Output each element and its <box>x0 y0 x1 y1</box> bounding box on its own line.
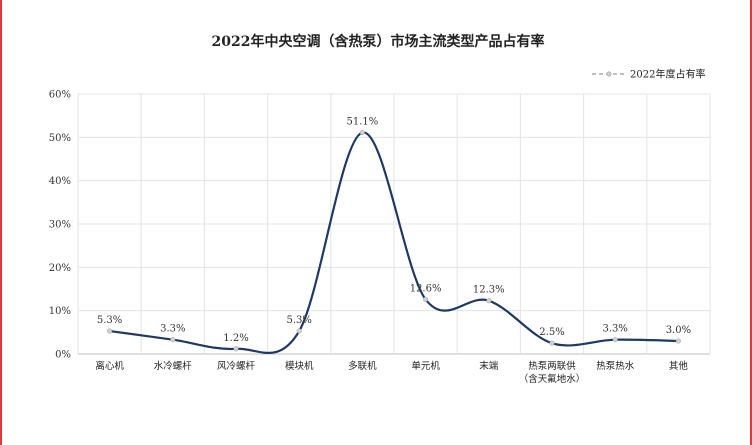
x-tick-label: 水冷螺杆 <box>154 360 193 372</box>
x-axis: 离心机 水冷螺杆 风冷螺杆 模块机 多联机 单元机 末端 热泵两联供（含天氟地水） 热泵热水 其他 <box>95 360 688 385</box>
data-label: 3.0% <box>666 325 691 336</box>
series-2022 <box>107 130 681 354</box>
x-tick-label: 其他 <box>669 360 689 372</box>
data-label: 12.6% <box>410 283 442 294</box>
data-point <box>170 337 176 343</box>
legend-marker-swatch <box>606 71 612 77</box>
y-tick-label: 20% <box>49 263 71 274</box>
legend-label: 2022年度占有率 <box>630 68 705 81</box>
x-tick-label: 多联机 <box>348 360 377 372</box>
y-tick-label: 0% <box>55 350 71 361</box>
data-label: 1.2% <box>223 333 248 344</box>
x-tick-label: 热泵两联供 <box>528 360 576 372</box>
x-tick-label: 模块机 <box>285 360 314 372</box>
x-tick-label: 风冷螺杆 <box>217 360 256 372</box>
y-tick-label: 30% <box>49 220 71 231</box>
data-point <box>612 337 618 343</box>
data-point <box>423 296 429 302</box>
series-line <box>109 131 679 354</box>
data-point <box>359 130 365 136</box>
data-label: 5.3% <box>286 315 311 326</box>
x-tick-label: （含天氟地水） <box>519 373 586 385</box>
y-tick-label: 40% <box>49 176 71 187</box>
y-axis-ticks: 0% 10% 20% 30% 40% 50% 60% <box>49 90 71 361</box>
data-label: 12.3% <box>473 285 505 296</box>
data-label: 2.5% <box>539 327 564 338</box>
gridlines <box>77 93 711 355</box>
data-label: 3.3% <box>602 324 627 335</box>
data-label: 3.3% <box>160 324 185 335</box>
data-point <box>549 340 555 346</box>
x-tick-label: 单元机 <box>411 360 440 372</box>
data-point <box>107 328 113 334</box>
x-tick-label: 末端 <box>479 360 499 372</box>
data-point <box>233 346 239 352</box>
x-tick-label: 热泵热水 <box>596 360 635 372</box>
data-labels: 5.3% 3.3% 1.2% 5.3% 51.1% 12.6% 12.3% 2.5% 3.3% 3… <box>97 117 691 344</box>
chart-title: 2022年中央空调（含热泵）市场主流类型产品占有率 <box>212 33 545 50</box>
data-point <box>486 298 492 304</box>
data-label: 51.1% <box>347 117 379 128</box>
legend: 2022年度占有率 <box>592 68 705 81</box>
y-tick-label: 60% <box>49 90 71 101</box>
data-label: 5.3% <box>97 315 122 326</box>
data-point <box>675 338 681 344</box>
y-tick-label: 50% <box>49 133 71 144</box>
data-point <box>296 328 302 334</box>
x-tick-label: 离心机 <box>95 360 124 372</box>
y-tick-label: 10% <box>49 306 71 317</box>
